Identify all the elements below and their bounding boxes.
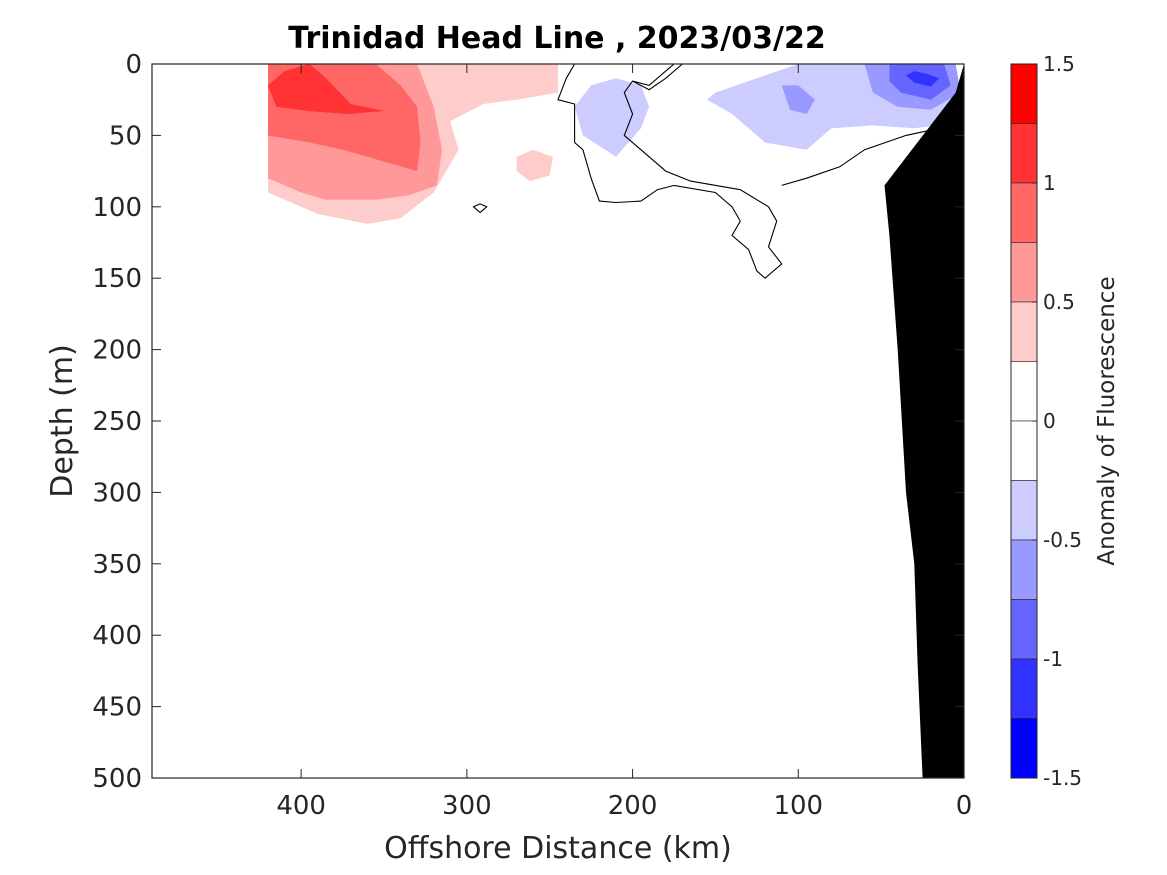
colorbar-band-11: [1010, 718, 1038, 779]
y-tick-label-2: 100: [92, 193, 142, 223]
y-tick-label-6: 300: [92, 478, 142, 508]
anomaly-region-8: [781, 85, 815, 114]
y-axis-label: Depth (m): [45, 344, 80, 498]
zero-contour-1: [632, 63, 675, 87]
y-tick-label-1: 50: [109, 121, 142, 151]
x-tick-label-0: 400: [276, 791, 326, 821]
x-axis-label: Offshore Distance (km): [384, 831, 732, 866]
colorbar-band-4: [1010, 301, 1038, 362]
zero-contour-0: [557, 63, 783, 279]
colorbar-tick-label-4: -0.5: [1043, 528, 1082, 552]
x-tick-label-1: 300: [442, 791, 492, 821]
colorbar-band-3: [1010, 242, 1038, 303]
colorbar-band-0: [1010, 63, 1038, 124]
x-axis: 400 300 200 100 0: [276, 64, 972, 821]
y-tick-label-7: 350: [92, 550, 142, 580]
anomaly-region-3: [268, 64, 384, 114]
plot-area: 400 300 200 100 0 0 50 100 150 200 250 300 350 400 45…: [92, 50, 972, 821]
colorbar-ticks: 1.5 1 0.5 0 -0.5 -1 -1.5: [1032, 52, 1082, 790]
anomaly-region-4: [516, 149, 553, 182]
colorbar-band-1: [1010, 123, 1038, 184]
anomaly-regions: [268, 64, 961, 544]
colorbar-tick-label-6: -1.5: [1043, 766, 1082, 790]
anomaly-region-6: [574, 78, 650, 157]
colorbar-band-7: [1010, 480, 1038, 541]
x-tick-label-2: 200: [608, 791, 658, 821]
x-tick-label-4: 0: [956, 791, 973, 821]
y-tick-label-5: 250: [92, 407, 142, 437]
bathymetry: [884, 64, 964, 778]
colorbar-bands: [1010, 63, 1038, 779]
anomaly-region-11: [906, 71, 940, 87]
colorbar-band-10: [1010, 658, 1038, 719]
colorbar-tick-label-2: 0.5: [1043, 290, 1075, 314]
y-tick-label-3: 150: [92, 264, 142, 294]
colorbar-band-2: [1010, 182, 1038, 243]
zero-contour-3: [472, 203, 488, 214]
y-tick-label-0: 0: [125, 50, 142, 80]
colorbar-band-5: [1010, 361, 1038, 422]
colorbar-label: Anomaly of Fluorescence: [1094, 276, 1120, 565]
bathymetry-shape: [884, 64, 964, 778]
colorbar-band-6: [1010, 420, 1038, 481]
colorbar-tick-label-0: 1.5: [1043, 52, 1075, 76]
y-tick-label-4: 200: [92, 336, 142, 366]
colorbar-tick-label-5: -1: [1043, 647, 1063, 671]
x-tick-label-3: 100: [773, 791, 823, 821]
y-tick-label-10: 500: [92, 764, 142, 794]
colorbar-band-8: [1010, 539, 1038, 600]
y-axis: 0 50 100 150 200 250 300 350 400 450 500: [92, 50, 964, 794]
colorbar-tick-label-3: 0: [1043, 409, 1056, 433]
chart-title: Trinidad Head Line , 2023/03/22: [288, 21, 825, 56]
colorbar: 1.5 1 0.5 0 -0.5 -1 -1.5 Anomaly of Fluorescen…: [1010, 52, 1120, 790]
colorbar-band-9: [1010, 599, 1038, 660]
y-tick-label-9: 450: [92, 693, 142, 723]
y-tick-label-8: 400: [92, 621, 142, 651]
colorbar-tick-label-1: 1: [1043, 171, 1056, 195]
